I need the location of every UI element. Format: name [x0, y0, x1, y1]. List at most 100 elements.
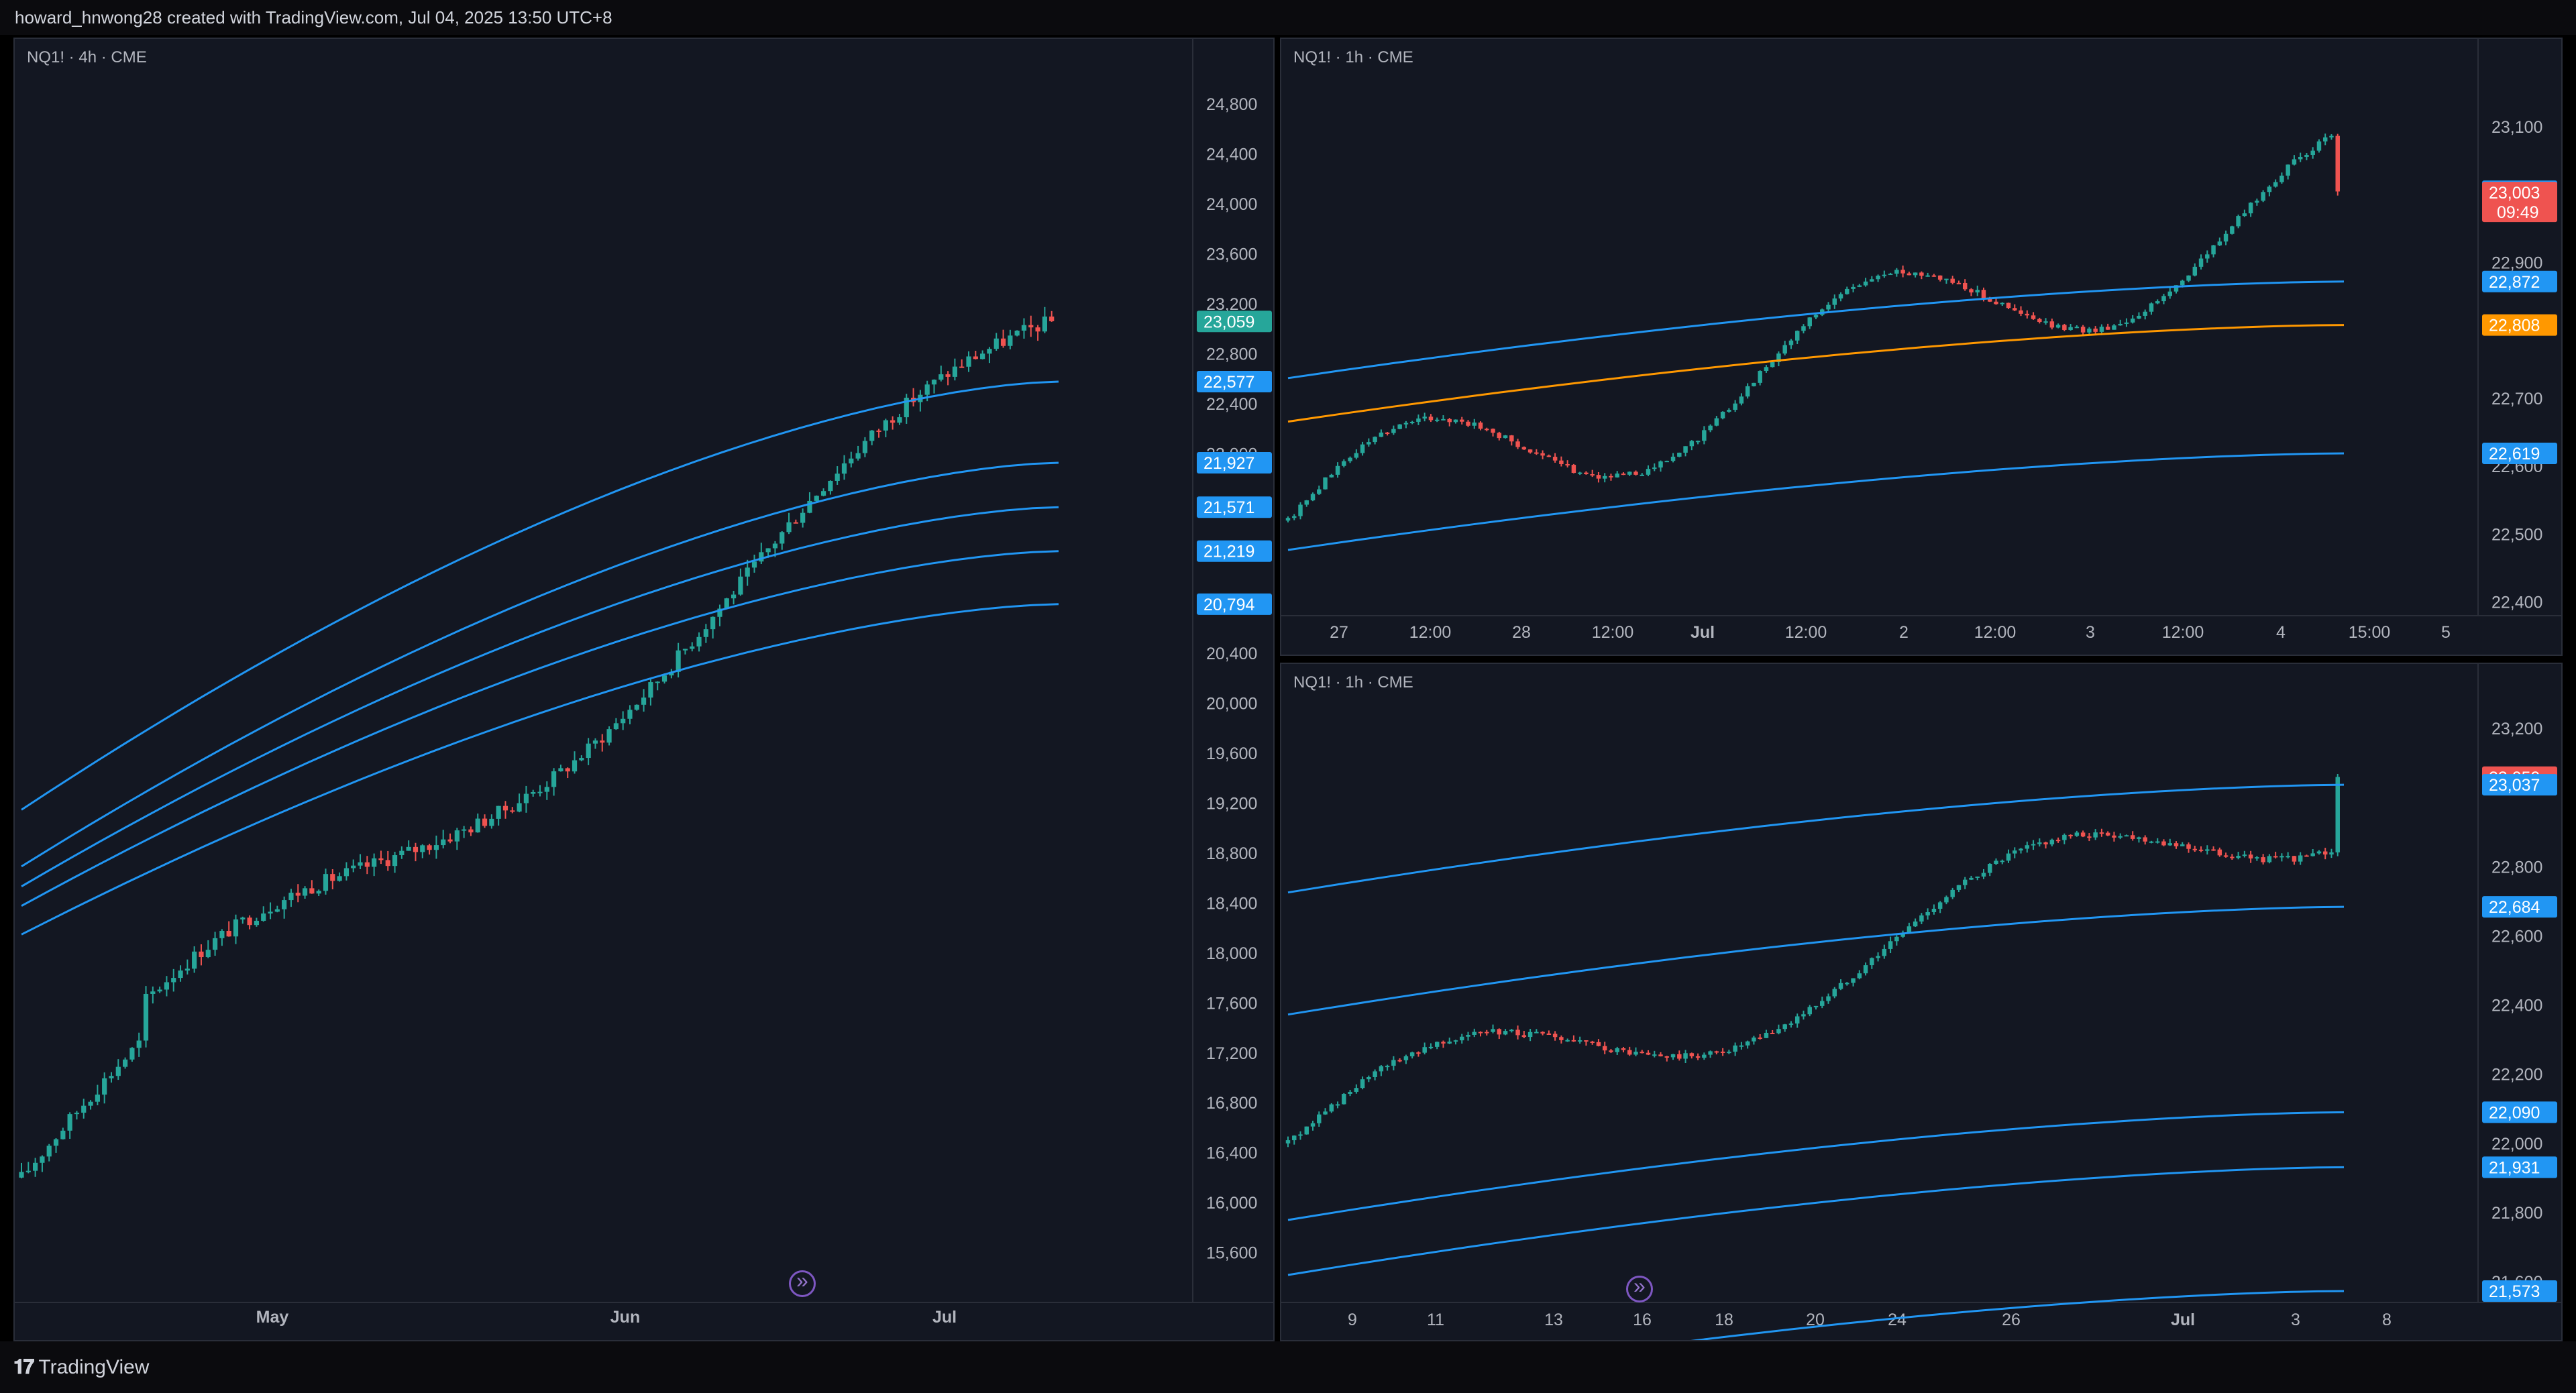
chart-svg-1h-bottom[interactable]: 23,200 22,800 22,600 22,400 22,200 22,000 21,8…	[1281, 664, 2563, 1341]
candle-body	[413, 846, 419, 852]
y-tick-label: 21,800	[2491, 1204, 2542, 1223]
candle-body	[2316, 141, 2322, 151]
candle-body	[1907, 926, 1912, 933]
moving-average-line	[1287, 783, 2345, 894]
y-tick-label: 18,000	[1206, 944, 1257, 963]
candle-body	[1546, 1034, 1552, 1036]
replay-icon[interactable]	[1626, 1274, 1653, 1302]
candle-body	[1590, 1042, 1595, 1044]
candle-body	[669, 671, 674, 676]
chart-panel-4h[interactable]: NQ1! · 4h · CME 24,800 24,400 24,000 23,600…	[13, 38, 1275, 1341]
candle-body	[143, 993, 149, 1041]
candle-body	[205, 950, 211, 958]
candle-body	[1354, 1088, 1359, 1092]
candle-body	[2068, 327, 2073, 330]
price-badge-label: 22,577	[1203, 373, 1254, 392]
candle-body	[924, 384, 930, 395]
candle-body	[1000, 338, 1006, 346]
candle-body	[820, 491, 826, 496]
chart-panel-1h-bottom[interactable]: NQ1! · 1h · CME 23,200 22,800 22,600 22,400…	[1280, 663, 2563, 1341]
candle-body	[1845, 983, 1849, 985]
candle-body	[1317, 489, 1322, 494]
candle-body	[358, 862, 363, 866]
candle-body	[2137, 315, 2141, 319]
candle-body	[1788, 340, 1794, 345]
candle-body	[987, 349, 992, 354]
candle-body	[406, 846, 411, 851]
candle-body	[1366, 442, 1371, 445]
candle-body	[1441, 419, 1446, 421]
candle-body	[2025, 313, 2030, 316]
moving-average-line	[1690, 1290, 2345, 1340]
candle-body	[1335, 1104, 1340, 1106]
candle-body	[2093, 832, 2098, 838]
candle-body	[88, 1101, 93, 1106]
candle-body	[343, 868, 350, 877]
price-badge	[1197, 496, 1272, 518]
candle-body	[1584, 472, 1589, 475]
replay-icon[interactable]	[789, 1268, 816, 1297]
candle-body	[1752, 1037, 1756, 1042]
candle-body	[482, 818, 488, 826]
candle-body	[1794, 1016, 1800, 1024]
candle-body	[2099, 327, 2104, 332]
candle-body	[1969, 289, 1974, 293]
candle-body	[226, 930, 231, 937]
candle-body	[2205, 849, 2210, 851]
price-badge-label: 22,808	[2489, 317, 2540, 335]
candle-body	[1403, 423, 1409, 425]
candle-body	[1988, 863, 1992, 873]
price-badge-label: 21,219	[1203, 543, 1254, 561]
candle-body	[1919, 915, 1924, 922]
candle-body	[2236, 856, 2241, 858]
price-badge-label: 22,090	[2489, 1103, 2540, 1122]
candle-body	[1304, 500, 1309, 505]
candle-body	[1770, 361, 1775, 368]
candle-body	[295, 893, 301, 896]
candle-body	[1944, 897, 1949, 903]
candle-body	[1373, 437, 1377, 443]
candle-body	[1028, 325, 1034, 328]
candle-body	[33, 1162, 38, 1171]
candle-body	[1708, 1051, 1713, 1055]
candle-body	[1485, 1032, 1489, 1034]
y-tick-label: 22,400	[2491, 997, 2542, 1015]
candle-body	[136, 1040, 142, 1048]
candle-body	[2230, 226, 2235, 234]
moving-average-line	[1287, 1111, 2345, 1221]
candle-body	[1485, 429, 1489, 431]
candle-body	[2019, 848, 2023, 851]
chart-svg-4h[interactable]: 24,80024,40024,00023,60023,20022,80022,4…	[15, 39, 1275, 1341]
price-badge-label: 22,619	[2489, 445, 2540, 463]
candle-body	[1342, 461, 1346, 466]
candle-body	[2043, 842, 2048, 845]
candle-body	[1714, 418, 1719, 426]
candle-body	[862, 441, 868, 453]
candle-body	[2267, 856, 2272, 862]
candle-body	[1298, 1134, 1303, 1136]
candle-body	[1552, 457, 1558, 461]
price-badge-label: 20,794	[1203, 596, 1255, 614]
candle-body	[2112, 325, 2116, 330]
candle-body	[268, 911, 273, 914]
candle-body	[2112, 835, 2116, 838]
candle-body	[717, 608, 722, 617]
candle-body	[1658, 461, 1663, 468]
footer: 𝟏𝟕 TradingView	[0, 1341, 2576, 1393]
candle-body	[2118, 323, 2123, 326]
candle-body	[897, 417, 902, 423]
y-tick-label: 23,200	[2491, 720, 2542, 738]
candle-body	[2180, 844, 2185, 846]
candle-body	[1453, 419, 1458, 423]
candle-body	[780, 532, 785, 544]
candle-body	[2211, 245, 2216, 255]
candle-body	[1310, 1123, 1316, 1127]
candle-body	[2074, 327, 2080, 329]
candle-body	[1472, 423, 1477, 426]
candle-body	[2267, 186, 2272, 192]
x-tick-label: 4	[2276, 623, 2286, 642]
candle-body	[2279, 175, 2284, 182]
candle-body	[1702, 1054, 1707, 1058]
chart-panel-1h-top[interactable]: NQ1! · 1h · CME 23,100 22,900 22,700 22,600…	[1280, 38, 2563, 656]
